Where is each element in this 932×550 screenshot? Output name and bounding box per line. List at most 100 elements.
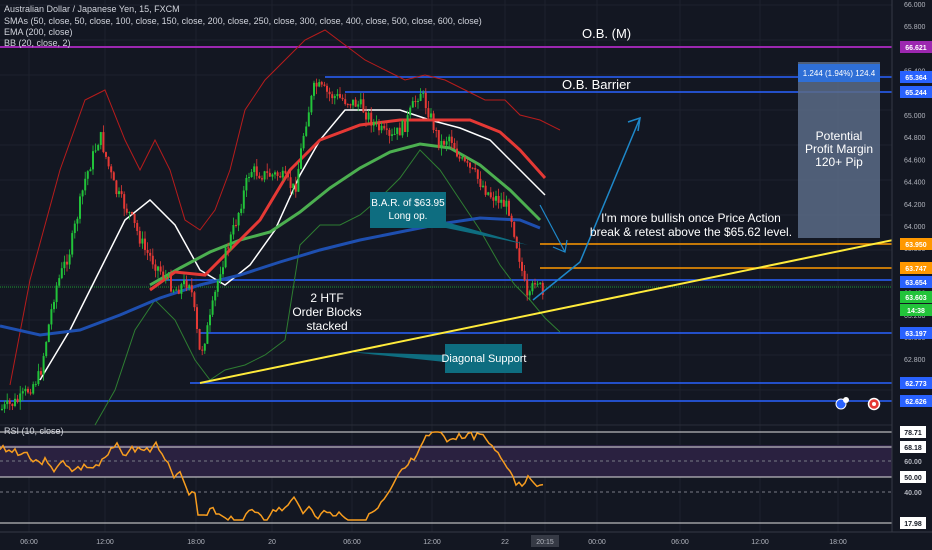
candle-body	[346, 103, 349, 105]
ob-m-label[interactable]: O.B. (M)	[582, 26, 631, 41]
earnings-event-icon[interactable]	[835, 397, 849, 410]
candle-body	[141, 238, 144, 244]
candle-body	[453, 143, 456, 149]
candle-body	[177, 289, 180, 294]
candle-body	[289, 177, 292, 188]
candle-body	[328, 91, 331, 95]
projection-arrow[interactable]	[532, 117, 641, 301]
price-tick-label: 65.800	[904, 24, 926, 31]
price-tick-label: 66.000	[904, 2, 926, 9]
candle-body	[531, 283, 534, 292]
candle-body	[523, 270, 526, 281]
ema-200-line[interactable]	[0, 216, 541, 337]
candle-body	[203, 343, 206, 351]
candle-body	[292, 183, 295, 188]
rsi-tag	[900, 471, 926, 483]
price-tag	[900, 86, 932, 98]
htf-ob-line1[interactable]: 2 HTF	[310, 291, 343, 305]
candle-body	[50, 309, 53, 325]
bb-lower-band[interactable]	[94, 149, 561, 426]
price-tag	[900, 276, 932, 288]
bullish-note-line2[interactable]: break & retest above the $65.62 level.	[590, 225, 792, 239]
candle-body	[521, 261, 523, 271]
price-tag	[900, 304, 932, 316]
bar-callout-shape[interactable]	[370, 192, 528, 245]
candle-body	[21, 391, 24, 394]
candle-body	[227, 247, 230, 249]
price-tags: 66.621 65.364 65.244 63.950 63.747 63.654 63.6…	[900, 41, 932, 407]
price-tag-label: 63.747	[905, 266, 927, 273]
candle-body	[16, 398, 19, 403]
bb-basis-line[interactable]	[149, 118, 547, 292]
candle-body	[411, 101, 414, 108]
candle-body	[73, 223, 76, 234]
diagonal-support-callout-shape[interactable]	[350, 344, 522, 373]
rsi-tick-label: 78.71	[904, 430, 922, 437]
candle-body	[47, 324, 50, 343]
rsi-legend[interactable]: RSI (10, close)	[4, 426, 64, 436]
retest-arrow[interactable]	[539, 204, 566, 253]
rsi-tag	[900, 517, 926, 529]
profit-box-line1: Potential	[816, 129, 863, 143]
candle-body	[81, 190, 84, 197]
price-tick-label: 62.800	[904, 357, 926, 364]
candle-body	[123, 194, 126, 209]
candle-body	[209, 314, 211, 326]
symbol-legend[interactable]: Australian Dollar / Japanese Yen, 15, FX…	[4, 4, 180, 14]
dividend-event-icon[interactable]	[867, 397, 881, 411]
candle-body	[357, 104, 360, 107]
candle-body	[196, 307, 198, 330]
candle-body	[341, 97, 344, 100]
candle-body	[136, 222, 139, 231]
sma-50-line[interactable]	[149, 142, 542, 287]
bullish-note-line1[interactable]: I'm more bullish once Price Action	[601, 211, 781, 225]
candle-body	[380, 125, 383, 131]
rsi-tick-label: 17.98	[904, 521, 922, 528]
rsi-line[interactable]	[0, 431, 544, 522]
candle-body	[118, 191, 120, 195]
candle-body	[261, 178, 263, 180]
candle-body	[500, 199, 503, 203]
candle-body	[198, 329, 201, 350]
sma-white-line[interactable]	[39, 109, 546, 381]
candle-body	[172, 290, 175, 292]
rsi-tick-label: 50.00	[904, 475, 922, 482]
time-tick-label: 20:15	[536, 539, 554, 546]
candle-body	[149, 252, 152, 256]
bar-callout-line1: B.A.R. of $63.95	[371, 198, 445, 209]
sma-legend[interactable]: SMAs (50, close, 50, close, 100, close, …	[4, 16, 482, 26]
candle-body	[154, 264, 157, 271]
ob-barrier-label[interactable]: O.B. Barrier	[562, 77, 631, 92]
rsi-axis[interactable]: 78.71 68.18 60.00 50.00 40.00 17.98	[900, 426, 926, 529]
candle-body	[474, 168, 477, 170]
price-tick-label: 64.000	[904, 224, 926, 231]
candle-body	[40, 371, 42, 375]
price-tick-label: 63.200	[904, 313, 926, 320]
time-tick-label: 12:00	[423, 539, 441, 546]
candle-body	[450, 136, 453, 144]
ema-legend[interactable]: EMA (200, close)	[4, 27, 73, 37]
bb-upper-band[interactable]	[9, 29, 561, 386]
candle-body	[310, 95, 313, 113]
candle-body	[398, 127, 401, 136]
candle-body	[505, 200, 508, 207]
profit-margin-box[interactable]	[798, 62, 880, 238]
htf-ob-line3[interactable]: stacked	[306, 319, 347, 333]
candle-body	[188, 285, 191, 288]
candle-body	[235, 225, 237, 227]
bb-legend[interactable]: BB (20, close, 2)	[4, 38, 71, 48]
diagonal-support-trendline[interactable]	[199, 231, 932, 384]
candle-body	[185, 280, 188, 288]
candle-body	[45, 342, 48, 357]
candle-body	[240, 208, 243, 213]
htf-ob-line2[interactable]: Order Blocks	[292, 305, 361, 319]
candle-body	[541, 282, 544, 295]
price-tag	[900, 262, 932, 274]
candlestick-series[interactable]	[1, 78, 544, 413]
time-axis[interactable]: 06:00 12:00 18:00 20 06:00 12:00 22 20:15 00:00 0…	[20, 535, 847, 547]
candle-body	[414, 101, 417, 103]
price-tag-label: 65.244	[905, 90, 927, 97]
candle-body	[463, 157, 466, 162]
time-tick-label: 18:00	[187, 539, 205, 546]
